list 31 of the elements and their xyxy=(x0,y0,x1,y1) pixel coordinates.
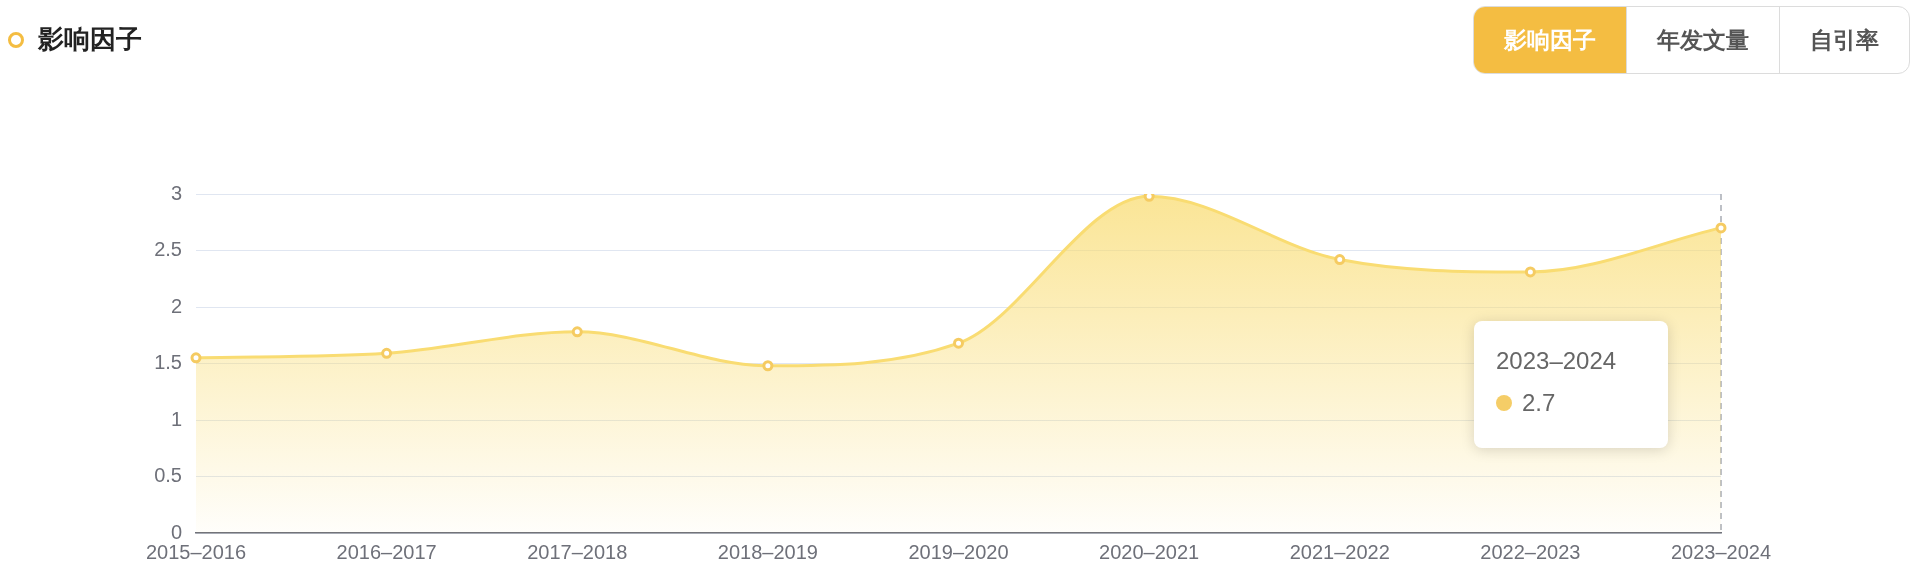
text: 自引率 xyxy=(1779,7,1909,73)
point xyxy=(1715,222,1727,234)
y-tick-label: 1 xyxy=(170,407,182,430)
chart-title: 影响因子 xyxy=(38,23,142,56)
point xyxy=(1334,254,1346,266)
text: 影响因子 xyxy=(1474,7,1626,73)
x-tick-label: 2018–2019 xyxy=(717,540,818,563)
text: 年发文量 xyxy=(1626,7,1779,73)
x-tick-label: 2020–2021 xyxy=(1099,540,1200,563)
x-tick-label: 2017–2018 xyxy=(527,540,628,563)
x-tick-label: 2021–2022 xyxy=(1289,540,1390,563)
y-tick-label: 0.5 xyxy=(154,464,182,487)
x-tick-label: 2022–2023 xyxy=(1480,540,1581,563)
x-tick-label: 2019–2020 xyxy=(908,540,1009,563)
point xyxy=(381,347,393,359)
annotation: 2.7 xyxy=(1522,389,1556,417)
tooltip: 2023–2024 2.7 xyxy=(1474,321,1668,448)
point xyxy=(762,360,774,372)
y-tick-label: 2.5 xyxy=(154,238,182,261)
y-tick-label: 2 xyxy=(170,294,182,317)
y-tick-label: 3 xyxy=(170,181,182,204)
annotation: 2023–2024 xyxy=(1496,347,1618,375)
point xyxy=(1524,266,1536,278)
x-tick-label: 2016–2017 xyxy=(336,540,437,563)
point xyxy=(571,326,583,338)
point xyxy=(953,337,964,349)
point xyxy=(190,352,202,364)
x-tick-label: 2023–2024 xyxy=(1670,540,1772,563)
y-tick-label: 1.5 xyxy=(154,351,182,374)
y-tick-label: 0 xyxy=(170,520,182,543)
x-tick-label: 2015–2016 xyxy=(145,540,247,563)
